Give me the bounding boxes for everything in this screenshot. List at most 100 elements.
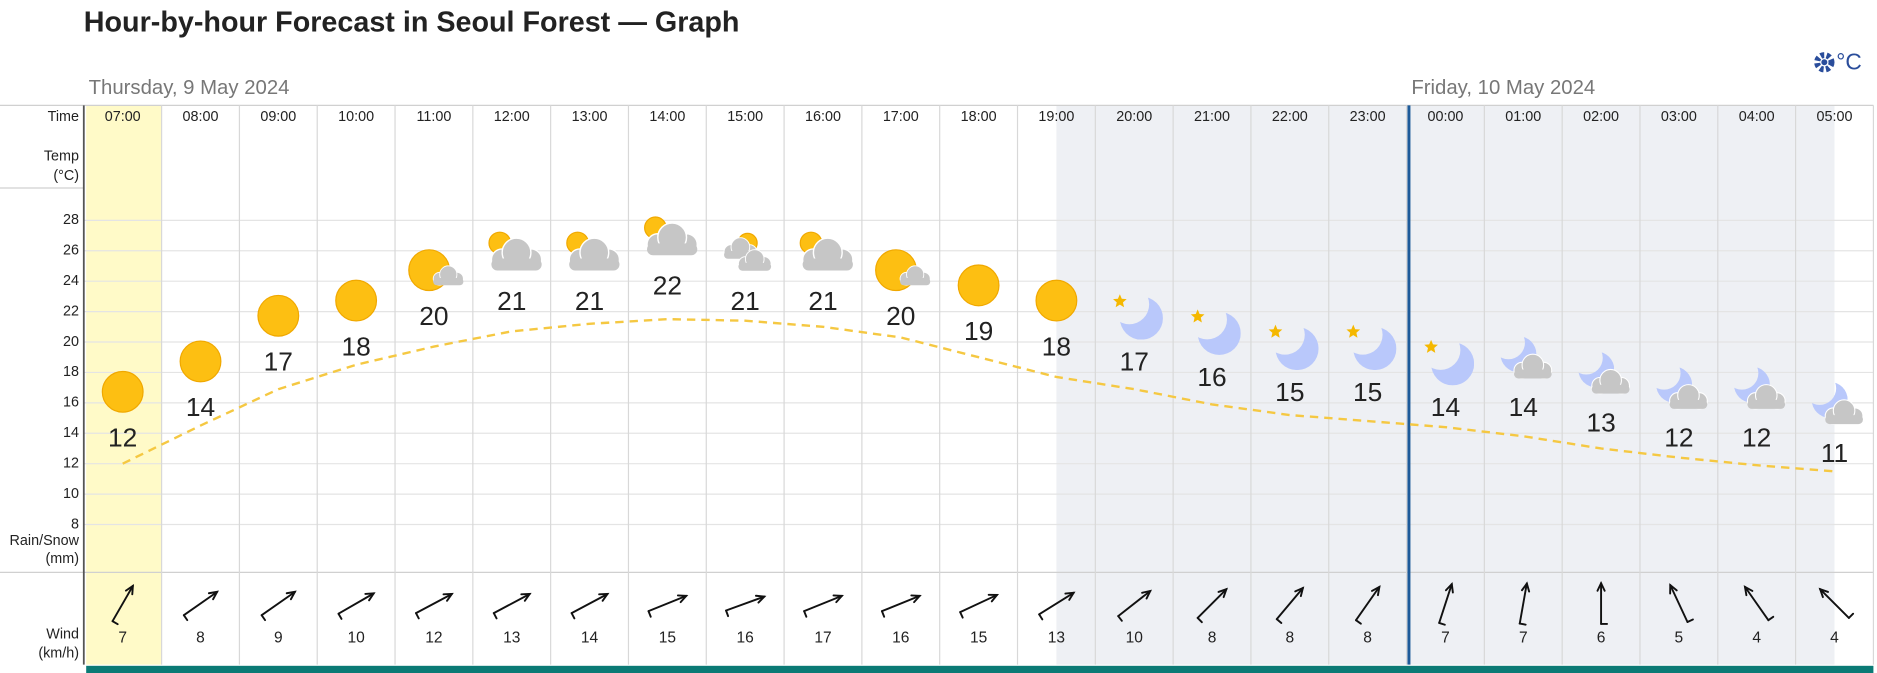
arrow-shaft (1438, 583, 1453, 624)
row-unit: (mm) (46, 551, 79, 567)
wind-arrow (1518, 581, 1531, 626)
arrow-shaft (182, 590, 219, 617)
wind-arrow (880, 594, 922, 618)
time-label: 04:00 (1739, 109, 1775, 125)
wind-speed-label: 9 (274, 629, 283, 646)
time-label: 10:00 (338, 109, 374, 125)
temperature-label: 12 (1664, 423, 1693, 453)
temperature-label: 20 (419, 301, 448, 331)
arrow-head (676, 594, 689, 604)
arrow-head (207, 590, 219, 601)
arrow-shaft (1117, 590, 1152, 618)
wind-speed-label: 16 (892, 629, 909, 646)
arrow-shaft (260, 590, 296, 617)
wind-arrow (1275, 586, 1305, 624)
weather-icon (1500, 336, 1553, 380)
backgrounds (86, 105, 1835, 665)
row-label: Rain/Snow (10, 533, 80, 549)
arrow-shaft (1275, 586, 1304, 621)
weather-icon (875, 249, 931, 292)
weather-icon (101, 370, 144, 413)
gear-hub[interactable] (1821, 59, 1828, 66)
arrow-head (285, 590, 297, 601)
moon (1353, 327, 1397, 371)
wind-speed-label: 4 (1830, 629, 1839, 646)
arrow-shaft (1518, 582, 1528, 625)
wind-arrow (1355, 585, 1381, 625)
cloud-part (1669, 399, 1708, 409)
wind-arrow (260, 590, 297, 622)
wind-speed-label: 10 (1126, 629, 1144, 646)
wind-arrow (415, 592, 454, 620)
row-unit: (km/h) (38, 646, 79, 662)
arrow-tail (1117, 615, 1123, 622)
moon (1431, 342, 1475, 386)
temperature-label: 18 (1042, 331, 1071, 361)
temperature-label: 15 (1275, 377, 1304, 407)
time-label: 15:00 (727, 109, 763, 125)
gear-icon[interactable] (1814, 52, 1835, 73)
arrow-shaft (1355, 585, 1381, 622)
temperature-label: 11 (1821, 438, 1848, 468)
y-tick-label: 22 (63, 303, 79, 319)
moon (1119, 296, 1163, 340)
day-label: Thursday, 9 May 2024 (89, 77, 290, 99)
wind-arrow (647, 594, 689, 618)
wind-speed-label: 7 (1519, 629, 1528, 646)
cloud (646, 222, 699, 257)
time-label: 02:00 (1583, 109, 1619, 125)
cloud (490, 237, 543, 272)
arrow-shaft (647, 594, 688, 613)
temperature-label: 17 (264, 347, 293, 377)
time-label: 09:00 (260, 109, 296, 125)
wind-speed-label: 8 (196, 629, 205, 646)
wind-speed-label: 8 (1208, 629, 1217, 646)
star (1424, 339, 1438, 353)
y-tick-label: 20 (63, 334, 79, 350)
arrow-head (1141, 589, 1152, 600)
temperature-label: 13 (1586, 407, 1615, 437)
cloud (432, 265, 464, 286)
arrow-tail (337, 612, 343, 620)
temperature-label: 14 (186, 392, 215, 422)
arrow-head (910, 594, 922, 604)
time-label: 11:00 (417, 109, 452, 125)
marks: 12 14 17 18 20 21 21 22 21 21 20 19 18 17 16 15 15 14 14 13… (101, 216, 1864, 646)
temperature-label: 18 (341, 331, 370, 361)
arrow-shaft (1038, 591, 1075, 616)
wind-arrow (1596, 580, 1609, 625)
cloud-part (1513, 369, 1552, 379)
settings-button[interactable]: °C (1814, 48, 1862, 74)
time-label: 03:00 (1661, 109, 1697, 125)
arrow-head (1217, 587, 1228, 599)
weather-icon (644, 216, 699, 257)
cloud-part (1591, 384, 1630, 394)
y-tick-label: 16 (63, 395, 79, 411)
arrow-head (1371, 585, 1381, 597)
wind-speed-label: 5 (1675, 629, 1684, 646)
unit-toggle[interactable]: °C (1836, 48, 1862, 74)
arrow-head (520, 592, 532, 602)
arrow-tail (647, 610, 652, 618)
row-labels: Time Temp (°C) Rain/Snow (mm) Wind (km/h… (10, 109, 80, 661)
star (1190, 309, 1205, 323)
wind-arrow (725, 594, 767, 618)
wind-speed-label: 16 (737, 629, 754, 646)
arrow-tail (1038, 613, 1044, 621)
arrow-tail (1355, 619, 1362, 625)
wind-speed-label: 6 (1597, 629, 1606, 646)
temperature-label: 21 (731, 286, 760, 316)
cloud (1746, 384, 1786, 410)
weather-icon (335, 279, 378, 322)
cloud (801, 237, 854, 272)
weather-icon (1424, 339, 1475, 386)
arrow-head (124, 584, 134, 596)
arrow-tail (492, 612, 498, 620)
weather-icon (1190, 309, 1241, 355)
star (1268, 324, 1283, 338)
arrow-tail (1438, 621, 1446, 626)
arrow-head (442, 592, 454, 602)
sun (335, 279, 378, 322)
